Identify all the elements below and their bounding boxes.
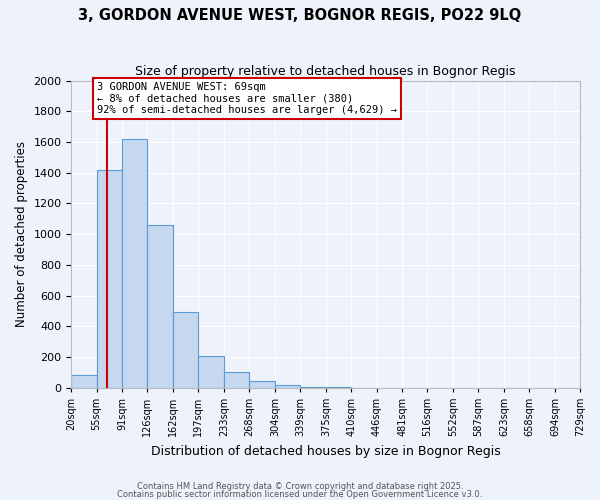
Bar <box>173 312 199 388</box>
Bar <box>199 356 224 388</box>
Bar <box>250 382 275 388</box>
Y-axis label: Number of detached properties: Number of detached properties <box>15 141 28 327</box>
Text: Contains HM Land Registry data © Crown copyright and database right 2025.: Contains HM Land Registry data © Crown c… <box>137 482 463 491</box>
Bar <box>224 372 250 388</box>
Bar <box>275 384 300 388</box>
Bar <box>122 139 148 388</box>
Bar <box>300 387 326 388</box>
Text: 3 GORDON AVENUE WEST: 69sqm
← 8% of detached houses are smaller (380)
92% of sem: 3 GORDON AVENUE WEST: 69sqm ← 8% of deta… <box>97 82 397 116</box>
Text: 3, GORDON AVENUE WEST, BOGNOR REGIS, PO22 9LQ: 3, GORDON AVENUE WEST, BOGNOR REGIS, PO2… <box>79 8 521 22</box>
Bar <box>97 170 122 388</box>
Title: Size of property relative to detached houses in Bognor Regis: Size of property relative to detached ho… <box>136 65 516 78</box>
Text: Contains public sector information licensed under the Open Government Licence v3: Contains public sector information licen… <box>118 490 482 499</box>
Bar <box>148 225 173 388</box>
X-axis label: Distribution of detached houses by size in Bognor Regis: Distribution of detached houses by size … <box>151 444 500 458</box>
Bar <box>71 376 97 388</box>
